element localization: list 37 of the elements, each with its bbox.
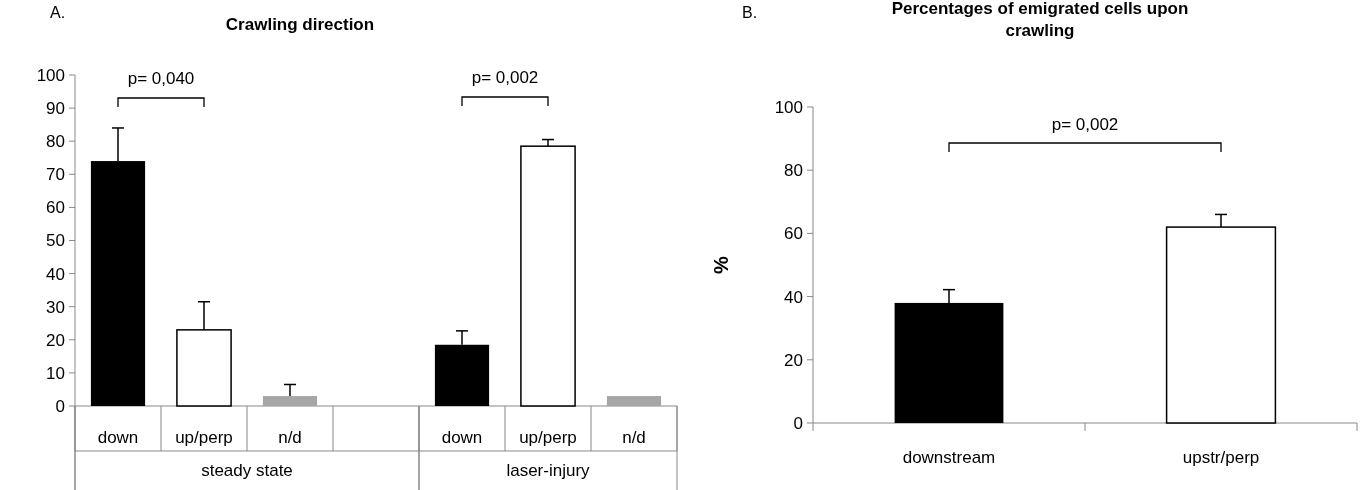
x-tick-label: n/d <box>622 428 646 447</box>
text: laser-injury <box>506 461 591 480</box>
bar <box>262 396 318 406</box>
text: steady state <box>201 461 293 480</box>
y-tick-label: 100 <box>36 65 65 85</box>
y-tick-label: 20 <box>784 350 803 370</box>
y-tick-label: 100 <box>774 97 803 117</box>
y-tick-label: 90 <box>46 99 65 119</box>
x-tick-label: downstream <box>902 448 996 467</box>
chart-title: Percentages of emigrated cells upon crawling <box>891 0 1189 40</box>
y-tick-label: 30 <box>46 297 65 317</box>
text: A. <box>50 4 66 21</box>
y-tick-label: 60 <box>784 224 803 244</box>
y-tick-label: 40 <box>46 264 65 284</box>
y-tick-label: 80 <box>784 161 803 181</box>
annotation: p= 0,040 <box>127 69 195 88</box>
x-tick-label: down <box>441 428 483 447</box>
bar <box>606 396 662 406</box>
y-tick-label: 20 <box>46 330 65 350</box>
y-tick-label: 50 <box>46 231 65 251</box>
y-tick-label: 10 <box>46 363 65 383</box>
chart-title: Crawling direction <box>225 15 375 34</box>
x-tick-label: up/perp <box>175 428 233 447</box>
x-tick-label: up/perp <box>519 428 577 447</box>
x-tick-label: n/d <box>278 428 302 447</box>
x-tick-label: upstr/perp <box>1182 448 1260 467</box>
x-tick-label: down <box>97 428 139 447</box>
y-tick-label: 40 <box>784 287 803 307</box>
y-tick-label: 0 <box>793 413 803 433</box>
annotation: p= 0,002 <box>1051 115 1119 134</box>
y-tick-label: 70 <box>46 165 65 185</box>
annotation: p= 0,002 <box>471 68 539 87</box>
y-axis-title: % <box>710 255 732 274</box>
text: B. <box>742 4 758 21</box>
y-tick-label: 0 <box>55 396 65 416</box>
y-tick-label: 60 <box>46 198 65 218</box>
y-tick-label: 80 <box>46 132 65 152</box>
